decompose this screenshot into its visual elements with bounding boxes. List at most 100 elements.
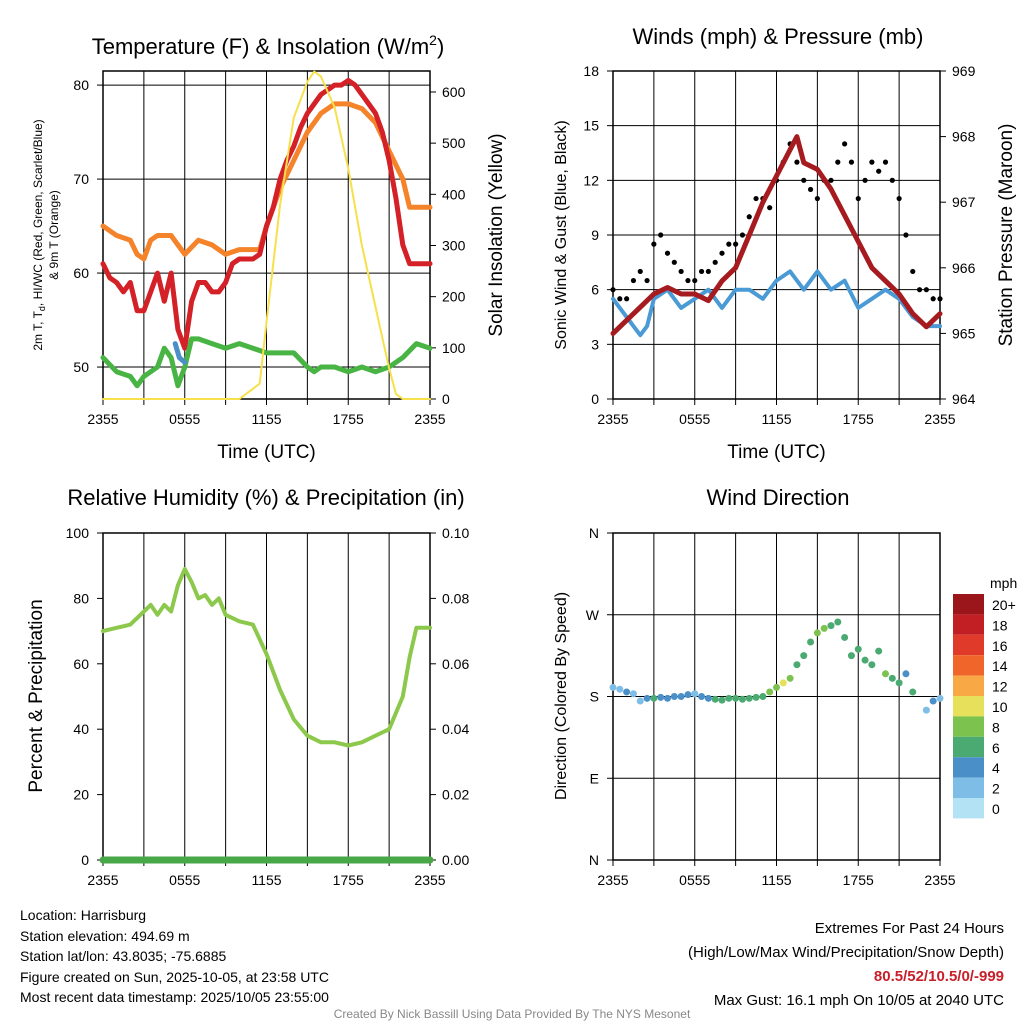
gust-point bbox=[869, 159, 875, 165]
direction-point bbox=[909, 688, 917, 696]
chart-title: Relative Humidity (%) & Precipitation (i… bbox=[67, 485, 464, 510]
y2-tick-label: 965 bbox=[952, 325, 976, 341]
legend-swatch bbox=[953, 594, 984, 615]
gust-point bbox=[937, 296, 943, 302]
legend-swatch bbox=[953, 634, 984, 656]
gust-point bbox=[630, 277, 637, 284]
gust-point bbox=[685, 277, 691, 284]
series-solar-line bbox=[102, 70, 431, 400]
legend-swatch bbox=[953, 798, 984, 819]
y-axis-label: Sonic Wind & Gust (Blue, Black) bbox=[553, 120, 570, 349]
y2-tick-label: 964 bbox=[952, 391, 976, 407]
direction-point bbox=[677, 693, 685, 700]
gust-point bbox=[658, 232, 664, 238]
y2-axis-label: Solar Insolation (Yellow) bbox=[486, 133, 507, 336]
ylabel-rest: , HI/WC (Red, Green, Scarlet/Blue) bbox=[31, 119, 45, 306]
series-temp-line bbox=[100, 77, 433, 351]
legend-label: 4 bbox=[992, 760, 1000, 776]
legend-swatch bbox=[953, 736, 984, 758]
direction-point bbox=[711, 695, 719, 703]
legend-title: mph bbox=[990, 575, 1017, 591]
plot-frame bbox=[102, 70, 431, 400]
y-axis-label-line2: & 9m T (Orange) bbox=[47, 190, 61, 280]
direction-point bbox=[834, 618, 842, 626]
series-hiwc-line bbox=[172, 341, 188, 365]
panel-wind: 2355 0555 1155 1755 2355 Time (UTC) Winds (mph… bbox=[553, 24, 1017, 463]
gust-point bbox=[671, 259, 677, 265]
y2-tick-label: 0.00 bbox=[442, 852, 469, 868]
direction-point bbox=[623, 688, 631, 696]
direction-point bbox=[875, 647, 883, 655]
chart-title: Wind Direction bbox=[706, 485, 849, 510]
gust-point bbox=[801, 177, 807, 183]
gust-point bbox=[882, 159, 889, 165]
x-tick-label: 2355 bbox=[597, 872, 628, 888]
y2-tick-label: 600 bbox=[442, 84, 466, 100]
gust-point bbox=[651, 241, 657, 247]
chart-title: Temperature (F) & Insolation (W/m2) bbox=[92, 32, 445, 59]
gust-point bbox=[930, 296, 936, 302]
direction-point bbox=[670, 693, 678, 700]
y2-tick-label: 200 bbox=[442, 289, 466, 305]
y-tick-label: 15 bbox=[583, 118, 599, 134]
y-tick-label: S bbox=[590, 689, 599, 705]
direction-point bbox=[657, 693, 665, 701]
legend-label: 18 bbox=[992, 617, 1008, 633]
gust-point bbox=[637, 268, 643, 275]
y2-tick-label: 966 bbox=[952, 260, 976, 276]
latlon-text: Station lat/lon: 43.8035; -75.6885 bbox=[20, 948, 227, 964]
extremes-title: Extremes For Past 24 Hours bbox=[814, 920, 1004, 937]
y2-tick-label: 500 bbox=[442, 135, 466, 151]
y-tick-label: 100 bbox=[66, 525, 90, 541]
direction-point bbox=[684, 691, 692, 699]
x-tick-label: 0555 bbox=[679, 411, 710, 427]
y-tick-label: 80 bbox=[73, 590, 89, 606]
speed-legend: mph 20+ 18 16 14 12 10 8 6 4 2 0 bbox=[953, 575, 1017, 819]
x-axis-label: Time (UTC) bbox=[217, 442, 316, 463]
x-tick-label: 1755 bbox=[333, 872, 364, 888]
title-end: ) bbox=[437, 34, 444, 59]
y-tick-label: 9 bbox=[591, 227, 599, 243]
gust-point bbox=[617, 296, 623, 302]
direction-point bbox=[766, 688, 774, 696]
y2-tick-label: 0 bbox=[442, 391, 450, 407]
gust-point bbox=[848, 159, 855, 165]
gust-point bbox=[842, 141, 848, 147]
gust-point bbox=[876, 168, 882, 174]
x-tick-label: 2355 bbox=[924, 411, 955, 427]
extremes-info: Extremes For Past 24 Hours (High/Low/Max… bbox=[688, 917, 1004, 1013]
direction-point bbox=[718, 696, 726, 704]
x-tick-label: 1755 bbox=[333, 411, 364, 427]
direction-point bbox=[888, 674, 896, 682]
y2-tick-label: 969 bbox=[952, 63, 976, 79]
direction-point bbox=[616, 685, 624, 693]
legend-swatch bbox=[953, 696, 984, 717]
panel-temp: 2355 0555 1155 1755 2355 Time (UTC) Temperatur… bbox=[31, 32, 507, 463]
gust-point bbox=[896, 195, 902, 202]
legend-label: 12 bbox=[992, 679, 1008, 695]
direction-point bbox=[609, 683, 617, 691]
x-tick-label: 1155 bbox=[761, 872, 791, 888]
gust-point bbox=[828, 177, 834, 183]
direction-point bbox=[698, 693, 706, 700]
elevation-text: Station elevation: 494.69 m bbox=[20, 927, 190, 944]
legend-swatch bbox=[953, 757, 984, 778]
x-tick-label: 0555 bbox=[679, 872, 710, 888]
legend-swatch bbox=[953, 716, 984, 737]
gust-point bbox=[712, 259, 718, 265]
y-tick-label: W bbox=[586, 607, 600, 623]
station-info: Location: Harrisburg Station elevation: … bbox=[20, 905, 329, 1008]
recent-text: Most recent data timestamp: 2025/10/05 2… bbox=[20, 989, 329, 1005]
panel-dir: 2355 0555 1155 1755 2355 Wind Direction N E S W N D… bbox=[553, 485, 956, 888]
y-tick-label: 0 bbox=[81, 852, 89, 868]
gust-point bbox=[923, 287, 929, 293]
ylabel-subscript: d bbox=[37, 306, 47, 311]
direction-point bbox=[936, 694, 944, 702]
location-text: Location: Harrisburg bbox=[20, 907, 147, 923]
y-tick-label: 70 bbox=[73, 171, 89, 187]
gust-point bbox=[903, 232, 909, 238]
legend-label: 14 bbox=[992, 658, 1008, 674]
gust-point bbox=[855, 195, 861, 202]
x-tick-label: 1755 bbox=[843, 872, 874, 888]
